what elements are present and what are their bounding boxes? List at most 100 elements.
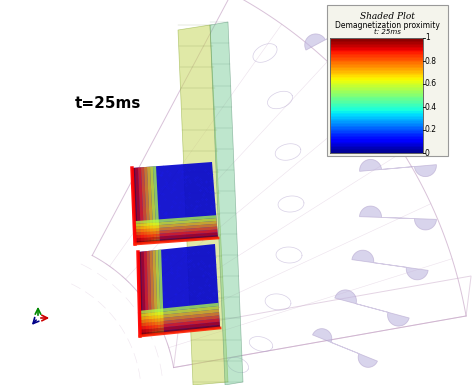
- Bar: [330, 120, 423, 122]
- Bar: [330, 45, 423, 47]
- Bar: [330, 64, 423, 66]
- Polygon shape: [132, 162, 218, 244]
- Bar: [330, 42, 423, 44]
- Bar: [330, 48, 423, 50]
- Text: 0.8: 0.8: [425, 57, 437, 65]
- Bar: [330, 82, 423, 84]
- Polygon shape: [352, 250, 428, 280]
- Bar: [330, 99, 423, 100]
- Bar: [330, 109, 423, 110]
- Polygon shape: [147, 167, 154, 243]
- Bar: [330, 52, 423, 54]
- Polygon shape: [141, 167, 147, 243]
- Bar: [330, 81, 423, 83]
- Polygon shape: [140, 318, 219, 330]
- Bar: [330, 143, 423, 145]
- Polygon shape: [312, 329, 377, 367]
- Bar: [330, 121, 423, 123]
- Bar: [330, 100, 423, 102]
- Polygon shape: [305, 14, 375, 50]
- Bar: [330, 139, 423, 141]
- Bar: [330, 131, 423, 133]
- Bar: [330, 147, 423, 149]
- Bar: [330, 74, 423, 76]
- Polygon shape: [135, 167, 141, 244]
- Bar: [330, 94, 423, 96]
- Bar: [330, 44, 423, 46]
- Bar: [330, 41, 423, 43]
- Text: Demagnetization proximity: Demagnetization proximity: [335, 21, 440, 30]
- Bar: [330, 113, 423, 115]
- Polygon shape: [138, 167, 145, 244]
- Polygon shape: [135, 227, 217, 236]
- Polygon shape: [331, 59, 405, 85]
- Bar: [330, 55, 423, 57]
- Bar: [330, 152, 423, 154]
- Bar: [330, 144, 423, 146]
- Polygon shape: [132, 168, 138, 244]
- Bar: [330, 95, 423, 97]
- Bar: [330, 78, 423, 80]
- Bar: [330, 50, 423, 52]
- Polygon shape: [138, 244, 220, 336]
- Bar: [330, 104, 423, 106]
- Bar: [330, 51, 423, 53]
- Polygon shape: [135, 235, 218, 244]
- Bar: [330, 117, 423, 119]
- Bar: [330, 119, 423, 121]
- Bar: [330, 130, 423, 132]
- Bar: [327, 5, 448, 156]
- Bar: [330, 84, 423, 86]
- Bar: [330, 103, 423, 105]
- Polygon shape: [350, 110, 426, 126]
- Bar: [330, 111, 423, 113]
- Bar: [330, 133, 423, 135]
- Bar: [330, 68, 423, 70]
- Polygon shape: [144, 251, 149, 335]
- Bar: [330, 80, 423, 82]
- Bar: [330, 134, 423, 136]
- Bar: [330, 110, 423, 112]
- Bar: [330, 72, 423, 74]
- Polygon shape: [153, 166, 160, 243]
- Polygon shape: [305, 14, 375, 50]
- Bar: [330, 149, 423, 151]
- Bar: [330, 65, 423, 67]
- Bar: [330, 129, 423, 131]
- Polygon shape: [139, 309, 219, 320]
- Polygon shape: [139, 303, 219, 314]
- Bar: [330, 137, 423, 139]
- Polygon shape: [178, 25, 228, 385]
- Bar: [330, 116, 423, 117]
- Polygon shape: [331, 59, 405, 85]
- Polygon shape: [134, 215, 217, 224]
- Bar: [330, 47, 423, 49]
- Bar: [330, 107, 423, 109]
- Polygon shape: [360, 159, 437, 177]
- Bar: [330, 77, 423, 79]
- Bar: [330, 114, 423, 116]
- Bar: [330, 67, 423, 69]
- Polygon shape: [141, 251, 146, 336]
- Polygon shape: [135, 229, 218, 238]
- Bar: [330, 123, 423, 125]
- Bar: [330, 60, 423, 62]
- Text: 0.2: 0.2: [425, 126, 437, 134]
- Text: 0: 0: [425, 149, 430, 157]
- Text: t: 25ms: t: 25ms: [374, 29, 401, 35]
- Bar: [330, 61, 423, 63]
- Polygon shape: [150, 166, 157, 243]
- Bar: [330, 38, 423, 153]
- Polygon shape: [210, 22, 243, 385]
- Bar: [330, 58, 423, 60]
- Text: 1: 1: [425, 33, 430, 42]
- Bar: [330, 101, 423, 103]
- Bar: [330, 87, 423, 89]
- Bar: [330, 136, 423, 138]
- Polygon shape: [146, 251, 152, 335]
- Polygon shape: [312, 329, 377, 367]
- Polygon shape: [359, 206, 437, 230]
- Polygon shape: [350, 110, 426, 126]
- Polygon shape: [135, 224, 217, 233]
- Bar: [330, 91, 423, 93]
